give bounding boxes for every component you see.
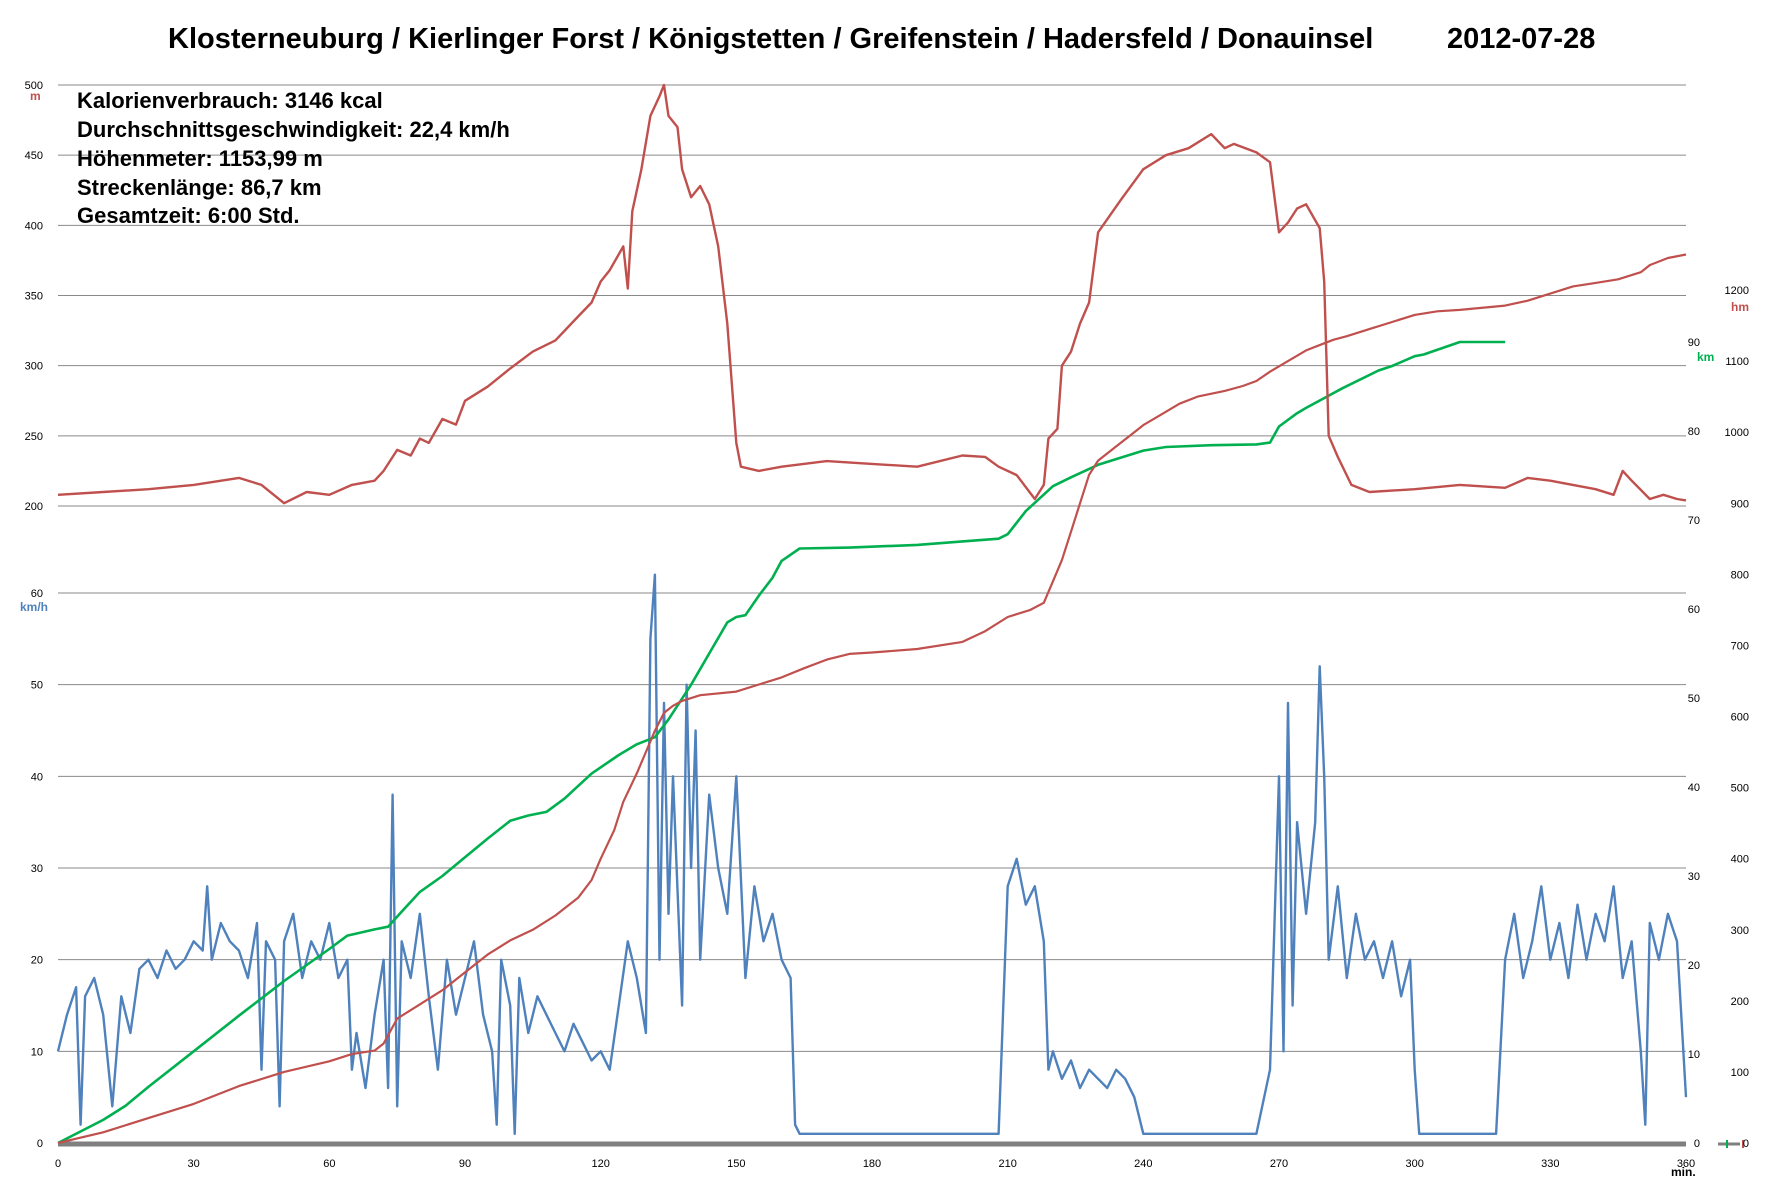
stats-block: Kalorienverbrauch: 3146 kcal Durchschnit… bbox=[77, 88, 510, 228]
climb-tick-label: 1100 bbox=[1725, 356, 1749, 368]
chart-date: 2012-07-28 bbox=[1447, 23, 1595, 55]
distance-tick-label: 30 bbox=[1688, 871, 1700, 883]
x-tick-label: 330 bbox=[1541, 1158, 1559, 1170]
altitude-tick-label: 450 bbox=[25, 150, 43, 162]
x-tick-label: 210 bbox=[998, 1158, 1016, 1170]
speed-tick-label: 60 bbox=[31, 588, 43, 600]
altitude-tick-label: 200 bbox=[25, 501, 43, 513]
speed-tick-label: 50 bbox=[31, 680, 43, 692]
x-tick-label: 180 bbox=[863, 1158, 881, 1170]
climb-tick-label: 200 bbox=[1731, 996, 1749, 1008]
climb-tick-label: 900 bbox=[1731, 498, 1749, 510]
x-tick-label: 270 bbox=[1270, 1158, 1288, 1170]
series-line-altitude bbox=[57, 83, 1687, 505]
distance-tick-label: 90 bbox=[1688, 337, 1700, 349]
x-tick-label: 120 bbox=[591, 1158, 609, 1170]
climb-unit: hm bbox=[1731, 300, 1749, 314]
climb-tick-label: 500 bbox=[1731, 783, 1749, 795]
speed-tick-label: 0 bbox=[37, 1138, 43, 1150]
gridlines bbox=[58, 84, 1744, 1148]
climb-tick-label: 1200 bbox=[1725, 285, 1749, 297]
distance-tick-label: 70 bbox=[1688, 515, 1700, 527]
climb-tick-label: 100 bbox=[1731, 1067, 1749, 1079]
climb-tick-label: 700 bbox=[1731, 640, 1749, 652]
stat-elevation-gain: Höhenmeter: 1153,99 m bbox=[77, 146, 323, 171]
climb-tick-label: 800 bbox=[1731, 569, 1749, 581]
speed-tick-label: 20 bbox=[31, 955, 43, 967]
distance-tick-label: 0 bbox=[1694, 1138, 1700, 1150]
stat-calories: Kalorienverbrauch: 3146 kcal bbox=[77, 88, 383, 113]
stat-total-time: Gesamtzeit: 6:00 Std. bbox=[77, 203, 300, 228]
climb-tick-label: 0 bbox=[1743, 1138, 1749, 1150]
x-tick-label: 150 bbox=[727, 1158, 745, 1170]
distance-tick-label: 50 bbox=[1688, 693, 1700, 705]
distance-tick-label: 40 bbox=[1688, 782, 1700, 794]
x-tick-label: 90 bbox=[459, 1158, 471, 1170]
distance-tick-label: 60 bbox=[1688, 604, 1700, 616]
speed-tick-label: 10 bbox=[31, 1046, 43, 1058]
speed-tick-label: 40 bbox=[31, 771, 43, 783]
x-tick-label: 30 bbox=[188, 1158, 200, 1170]
altitude-tick-label: 250 bbox=[25, 431, 43, 443]
distance-tick-label: 80 bbox=[1688, 426, 1700, 438]
altitude-tick-label: 350 bbox=[25, 291, 43, 303]
climb-tick-label: 400 bbox=[1731, 854, 1749, 866]
distance-unit: km bbox=[1697, 350, 1714, 364]
speed-tick-label: 30 bbox=[31, 863, 43, 875]
altitude-unit: m bbox=[30, 89, 41, 103]
altitude-tick-label: 300 bbox=[25, 361, 43, 373]
series-line-distance bbox=[57, 340, 1506, 1145]
altitude-tick-label: 500 bbox=[25, 80, 43, 92]
altitude-tick-label: 400 bbox=[25, 220, 43, 232]
x-tick-label: 0 bbox=[55, 1158, 61, 1170]
speed-unit: km/h bbox=[20, 600, 48, 614]
distance-tick-label: 20 bbox=[1688, 960, 1700, 972]
x-tick-label: 300 bbox=[1405, 1158, 1423, 1170]
x-tick-label: 360 bbox=[1677, 1158, 1695, 1170]
stat-distance: Streckenlänge: 86,7 km bbox=[77, 175, 322, 200]
x-axis-label: min. bbox=[1671, 1165, 1696, 1179]
climb-tick-label: 300 bbox=[1731, 925, 1749, 937]
climb-tick-label: 1000 bbox=[1725, 427, 1749, 439]
distance-tick-label: 10 bbox=[1688, 1049, 1700, 1061]
chart-title: Klosterneuburg / Kierlinger Forst / Köni… bbox=[168, 23, 1373, 55]
series-line-speed bbox=[56, 573, 1688, 1135]
series-line-climb bbox=[57, 253, 1687, 1145]
series-layer bbox=[56, 83, 1688, 1145]
stat-avg-speed: Durchschnittsgeschwindigkeit: 22,4 km/h bbox=[77, 117, 510, 142]
x-tick-label: 240 bbox=[1134, 1158, 1152, 1170]
axis-ticks: 2002503003504004505000102030405060010203… bbox=[25, 80, 1749, 1170]
climb-tick-label: 600 bbox=[1731, 712, 1749, 724]
x-tick-label: 60 bbox=[323, 1158, 335, 1170]
